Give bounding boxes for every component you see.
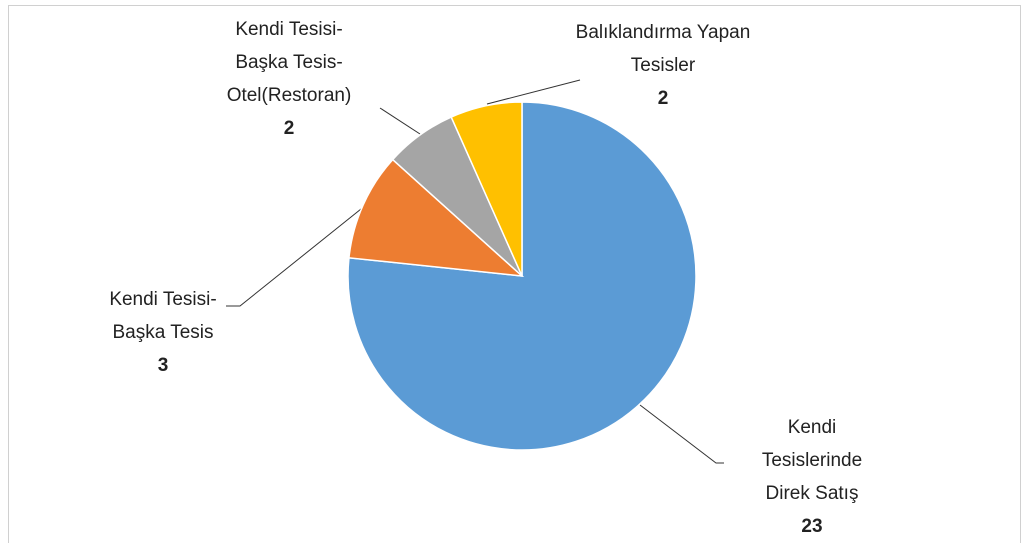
value-label: 3: [157, 355, 169, 376]
pie-slice: [450, 101, 523, 277]
data-label: Kendi Tesisi-Başka Tesis-Otel(Restoran) 2: [214, 13, 364, 145]
pie-slice: [348, 158, 525, 277]
leader-line: [486, 79, 581, 105]
data-label: Kendi Tesislerinde Direk Satış 23: [747, 411, 877, 543]
value-label: 2: [657, 88, 669, 109]
leader-line: [226, 204, 367, 307]
data-label: Balıklandırma Yapan Tesisler 2: [568, 16, 758, 115]
value-label: 23: [801, 516, 823, 537]
leader-line: [379, 107, 421, 135]
category-label: Kendi Tesisi-Başka Tesis: [109, 289, 217, 343]
category-label: Kendi Tesisi-Başka Tesis-Otel(Restoran): [226, 19, 352, 106]
category-label: Balıklandırma Yapan Tesisler: [575, 22, 751, 76]
category-label: Kendi Tesislerinde Direk Satış: [761, 417, 863, 504]
frame: [8, 5, 1021, 543]
data-label: Kendi Tesisi-Başka Tesis 3: [88, 283, 238, 382]
leader-line: [639, 404, 724, 464]
value-label: 2: [283, 118, 295, 139]
